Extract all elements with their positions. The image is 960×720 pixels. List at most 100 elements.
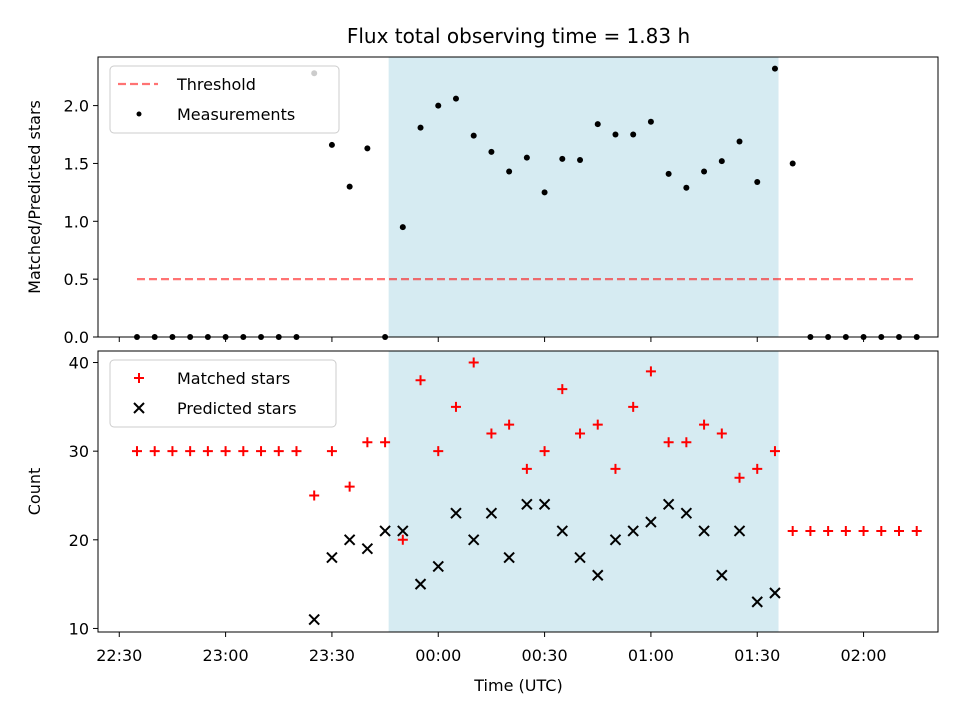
predicted-star-point: [379, 525, 391, 537]
matched-star-point: [309, 490, 320, 501]
matched-star-point: [769, 446, 780, 457]
matched-star-point: [663, 437, 674, 448]
measurement-point: [789, 160, 796, 167]
legend-label: Matched stars: [177, 369, 290, 388]
measurement-point: [577, 156, 584, 163]
measurement-point: [328, 141, 335, 148]
matched-star-point: [557, 384, 568, 395]
plot-frame: [97, 350, 939, 633]
legend-box: [109, 65, 340, 134]
matched-star-point: [380, 437, 391, 448]
measurement-point: [488, 148, 495, 155]
predicted-star-point: [716, 569, 728, 581]
y-axis-label: Matched/Predicted stars: [25, 100, 44, 294]
predicted-star-point: [769, 587, 781, 599]
measurement-point: [736, 138, 743, 145]
predicted-star-point: [662, 498, 675, 511]
y-tick-label: 1.0: [64, 212, 89, 231]
measurement-point: [612, 131, 619, 138]
y-tick-label: 40: [69, 354, 89, 373]
matched-star-point: [628, 401, 639, 412]
y-tick-label: 20: [69, 531, 89, 550]
matched-star-point: [645, 366, 656, 377]
matched-star-point: [238, 446, 249, 457]
predicted-star-point: [503, 551, 515, 564]
legend-label: Threshold: [176, 75, 256, 94]
matched-star-point: [149, 446, 160, 457]
matched-star-point: [752, 463, 763, 474]
matched-star-point: [716, 428, 727, 439]
predicted-star-point: [343, 534, 356, 546]
y-tick-label: 2.0: [64, 97, 89, 116]
ratio-panel: 0.0 0.5 1.0 1.5 2.0 Matched/Predicted stars Th…: [25, 56, 939, 347]
matched-star-point: [486, 428, 497, 439]
predicted-star-point: [574, 551, 586, 564]
predicted-star-point: [467, 534, 480, 546]
matched-star-point: [858, 525, 869, 536]
predicted-star-point: [698, 525, 710, 537]
matched-star-point: [575, 428, 586, 439]
predicted-star-point: [609, 534, 622, 546]
observing-window-span: [388, 57, 779, 337]
measurement-point: [470, 132, 477, 139]
matched-star-point: [450, 401, 461, 412]
predicted-star-point: [485, 507, 498, 519]
x-axis-label: Time (UTC): [473, 676, 562, 695]
x-tick-label: 22:30: [96, 646, 142, 665]
predicted-star-point: [414, 578, 427, 590]
matched-star-point: [805, 525, 816, 536]
legend-label: Measurements: [177, 105, 295, 124]
matched-star-point: [344, 481, 355, 492]
predicted-star-point: [751, 596, 763, 608]
matched-star-point: [291, 446, 302, 457]
matched-star-point: [699, 419, 710, 430]
measurement-point: [771, 65, 778, 72]
measurement-point: [435, 102, 442, 109]
measurement-point: [718, 158, 725, 165]
matched-star-point: [876, 525, 887, 536]
matched-star-point: [911, 525, 922, 536]
matched-star-point: [468, 357, 479, 368]
matched-star-point: [326, 446, 337, 457]
measurement-point: [701, 168, 708, 175]
predicted-star-point: [627, 525, 639, 537]
measurement-point: [399, 224, 406, 231]
x-tick-label: 00:00: [415, 646, 461, 665]
y-tick-label: 0.0: [64, 328, 89, 347]
measurement-point: [630, 131, 637, 138]
matched-star-point: [787, 525, 798, 536]
measurement-point: [417, 124, 424, 131]
predicted-star-point: [645, 516, 657, 528]
predicted-star-point: [733, 525, 746, 537]
x-tick-label: 01:30: [734, 646, 780, 665]
measurement-point: [541, 189, 548, 196]
predicted-star-point: [397, 525, 409, 537]
matched-star-point: [433, 446, 444, 457]
matched-star-point: [539, 446, 550, 457]
predicted-star-point: [521, 498, 533, 511]
matched-star-point: [397, 534, 408, 545]
matched-star-point: [167, 446, 178, 457]
measurement-point: [523, 154, 530, 161]
legend-label: Predicted stars: [177, 399, 297, 418]
matched-star-point: [131, 446, 142, 457]
x-tick-label: 01:00: [628, 646, 674, 665]
matched-star-point: [504, 419, 515, 430]
chart-title: Flux total observing time = 1.83 h: [347, 24, 690, 48]
y-tick-label: 30: [69, 442, 89, 461]
matched-star-point: [185, 446, 196, 457]
matched-star-point: [734, 472, 745, 483]
predicted-star-point: [680, 507, 693, 519]
predicted-star-point: [538, 498, 551, 511]
plot-frame: [97, 56, 939, 338]
measurement-point: [594, 121, 601, 128]
matched-star-point: [202, 446, 213, 457]
y-tick-label: 1.5: [64, 154, 89, 173]
predicted-star-point: [326, 551, 338, 564]
predicted-star-point: [361, 542, 374, 555]
y-tick-label: 0.5: [64, 270, 89, 289]
predicted-star-point: [556, 525, 569, 537]
legend: Matched stars Predicted stars: [109, 359, 337, 428]
matched-star-point: [840, 525, 851, 536]
measurement-point: [364, 145, 371, 152]
